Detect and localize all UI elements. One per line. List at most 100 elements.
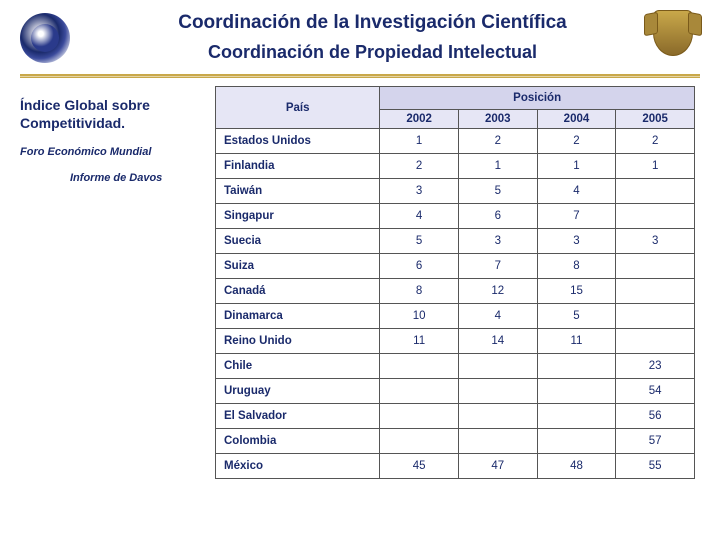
table-row: El Salvador 56 (216, 404, 695, 429)
value-cell: 5 (537, 304, 616, 329)
value-cell (537, 429, 616, 454)
table-row: Canadá81215 (216, 279, 695, 304)
col-header-year: 2002 (380, 110, 459, 129)
value-cell: 5 (380, 229, 459, 254)
value-cell: 2 (458, 129, 537, 154)
value-cell: 8 (537, 254, 616, 279)
value-cell: 2 (537, 129, 616, 154)
value-cell (616, 279, 695, 304)
country-cell: Estados Unidos (216, 129, 380, 154)
value-cell (458, 354, 537, 379)
country-cell: Taiwán (216, 179, 380, 204)
table-row: Reino Unido111411 (216, 329, 695, 354)
country-cell: Suiza (216, 254, 380, 279)
value-cell: 11 (537, 329, 616, 354)
value-cell (458, 379, 537, 404)
value-cell (458, 429, 537, 454)
value-cell (537, 404, 616, 429)
table-row: Suecia5333 (216, 229, 695, 254)
value-cell: 1 (458, 154, 537, 179)
value-cell: 54 (616, 379, 695, 404)
value-cell (616, 329, 695, 354)
value-cell: 4 (458, 304, 537, 329)
page-title-2: Coordinación de Propiedad Intelectual (100, 42, 645, 63)
value-cell: 3 (380, 179, 459, 204)
index-title: Índice Global sobre Competitividad. (20, 96, 215, 132)
value-cell: 14 (458, 329, 537, 354)
value-cell: 2 (616, 129, 695, 154)
table-header: País Posición 2002200320042005 (216, 87, 695, 129)
country-cell: Chile (216, 354, 380, 379)
col-header-year: 2004 (537, 110, 616, 129)
table-row: Colombia 57 (216, 429, 695, 454)
table-row: México45474855 (216, 454, 695, 479)
country-cell: Finlandia (216, 154, 380, 179)
country-cell: Suecia (216, 229, 380, 254)
value-cell: 4 (537, 179, 616, 204)
value-cell: 2 (380, 154, 459, 179)
source-line-2: Informe de Davos (20, 172, 215, 184)
country-cell: Reino Unido (216, 329, 380, 354)
country-cell: Colombia (216, 429, 380, 454)
country-cell: Canadá (216, 279, 380, 304)
value-cell: 55 (616, 454, 695, 479)
value-cell (616, 304, 695, 329)
country-cell: Singapur (216, 204, 380, 229)
title-block: Coordinación de la Investigación Científ… (100, 12, 645, 63)
col-header-year: 2003 (458, 110, 537, 129)
source-line-1: Foro Económico Mundial (20, 146, 215, 158)
value-cell (380, 379, 459, 404)
value-cell (380, 429, 459, 454)
value-cell (616, 204, 695, 229)
value-cell: 47 (458, 454, 537, 479)
country-cell: Dinamarca (216, 304, 380, 329)
value-cell: 8 (380, 279, 459, 304)
value-cell: 6 (458, 204, 537, 229)
value-cell (380, 404, 459, 429)
value-cell: 1 (537, 154, 616, 179)
crest-logo-icon (645, 10, 700, 65)
page-title-1: Coordinación de la Investigación Científ… (100, 12, 645, 34)
value-cell: 3 (616, 229, 695, 254)
table-body: Estados Unidos1222Finlandia2111Taiwán354… (216, 129, 695, 479)
value-cell: 57 (616, 429, 695, 454)
value-cell: 3 (458, 229, 537, 254)
value-cell (458, 404, 537, 429)
col-header-country: País (216, 87, 380, 129)
value-cell: 3 (537, 229, 616, 254)
swirl-logo-icon (20, 13, 70, 63)
table-row: Dinamarca1045 (216, 304, 695, 329)
country-cell: El Salvador (216, 404, 380, 429)
content-area: Índice Global sobre Competitividad. Foro… (0, 86, 720, 479)
competitiveness-table: País Posición 2002200320042005 Estados U… (215, 86, 695, 479)
value-cell: 11 (380, 329, 459, 354)
value-cell (537, 379, 616, 404)
value-cell: 12 (458, 279, 537, 304)
value-cell: 1 (380, 129, 459, 154)
country-cell: México (216, 454, 380, 479)
value-cell (537, 354, 616, 379)
value-cell (616, 254, 695, 279)
value-cell: 15 (537, 279, 616, 304)
country-cell: Uruguay (216, 379, 380, 404)
value-cell: 1 (616, 154, 695, 179)
value-cell: 56 (616, 404, 695, 429)
header: Coordinación de la Investigación Científ… (0, 0, 720, 70)
value-cell: 7 (537, 204, 616, 229)
table-row: Uruguay 54 (216, 379, 695, 404)
table-row: Suiza678 (216, 254, 695, 279)
value-cell (616, 179, 695, 204)
value-cell (380, 354, 459, 379)
sidebar: Índice Global sobre Competitividad. Foro… (20, 86, 215, 479)
table-row: Estados Unidos1222 (216, 129, 695, 154)
table-row: Chile23 (216, 354, 695, 379)
col-header-position: Posición (380, 87, 695, 110)
table-row: Singapur467 (216, 204, 695, 229)
value-cell: 10 (380, 304, 459, 329)
value-cell: 6 (380, 254, 459, 279)
value-cell: 7 (458, 254, 537, 279)
table-row: Finlandia2111 (216, 154, 695, 179)
value-cell: 5 (458, 179, 537, 204)
value-cell: 4 (380, 204, 459, 229)
value-cell: 48 (537, 454, 616, 479)
